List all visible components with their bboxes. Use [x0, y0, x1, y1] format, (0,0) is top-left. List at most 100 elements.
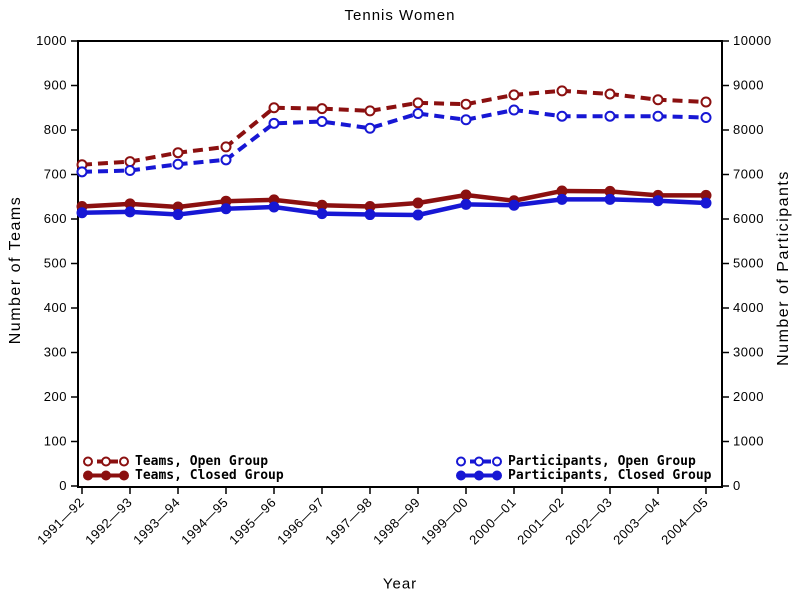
axis-tick-label: 2001—02	[514, 495, 567, 548]
legend-sample-marker	[101, 470, 111, 480]
legend-sample-marker	[474, 470, 484, 480]
axis-tick-label: 0	[733, 478, 741, 493]
series-marker-3	[556, 193, 568, 205]
axis-tick-label: 2000—01	[466, 495, 519, 548]
series-marker-3	[652, 195, 664, 207]
legend-sample-marker	[83, 470, 93, 480]
axis-tick-label: 1999—00	[418, 495, 471, 548]
axis-tick-label: 6000	[733, 211, 764, 226]
legend-row: Teams, Open Group	[82, 453, 284, 469]
series-marker-2	[364, 122, 376, 134]
legend-teams: Teams, Open Group Teams, Closed Group	[82, 453, 284, 483]
series-marker-3	[412, 209, 424, 221]
series-marker-0	[556, 85, 568, 97]
legend-label-participants-open: Participants, Open Group	[508, 453, 696, 469]
plot-frame	[77, 40, 723, 488]
legend-row: Teams, Closed Group	[82, 467, 284, 483]
series-marker-2	[652, 110, 664, 122]
series-marker-3	[172, 209, 184, 221]
series-marker-0	[124, 156, 136, 168]
legend-sample-marker	[474, 456, 484, 466]
axis-tick-label: 3000	[733, 345, 764, 360]
axis-tick-label: 5000	[733, 256, 764, 271]
legend-participants: Participants, Open Group Participants, C…	[455, 453, 712, 483]
series-marker-0	[700, 96, 712, 108]
axis-tick-label: 2004—05	[658, 495, 711, 548]
legend-sample-marker	[119, 470, 129, 480]
axis-tick-label: 10000	[733, 33, 772, 48]
axis-tick-label: 7000	[733, 167, 764, 182]
axis-tick-label: 800	[44, 122, 67, 137]
series-marker-1	[412, 197, 424, 209]
series-marker-2	[172, 158, 184, 170]
legend-label-teams-open: Teams, Open Group	[135, 453, 269, 469]
legend-sample-marker	[101, 456, 111, 466]
legend-sample-marker	[456, 470, 466, 480]
legend-sample-teams-open	[83, 456, 129, 466]
series-line-3	[81, 197, 707, 218]
series-marker-2	[220, 154, 232, 166]
series-marker-2	[316, 116, 328, 128]
legend-sample-marker	[119, 456, 129, 466]
axis-tick-label: 8000	[733, 122, 764, 137]
axis-tick-label: 1994—95	[178, 495, 231, 548]
series-line-1	[81, 188, 706, 210]
axis-tick-label: 100	[44, 434, 67, 449]
series-marker-0	[460, 98, 472, 110]
series-marker-3	[220, 203, 232, 215]
axis-tick-label: 300	[44, 345, 67, 360]
axis-tick-label: 0	[59, 478, 67, 493]
axis-tick-label: 2000	[733, 389, 764, 404]
series-marker-2	[268, 117, 280, 129]
axis-tick-label: 2003—04	[610, 495, 663, 548]
series-marker-2	[460, 114, 472, 126]
axis-tick-label: 1991—92	[34, 495, 87, 548]
axis-tick-label: 1000	[36, 33, 67, 48]
series-marker-3	[268, 201, 280, 213]
legend-sample-participants-open	[456, 456, 502, 466]
series-marker-0	[652, 94, 664, 106]
axis-tick-label: 200	[44, 389, 67, 404]
series-marker-0	[172, 147, 184, 159]
axis-tick-label: 1998—99	[370, 495, 423, 548]
legend-label-participants-closed: Participants, Closed Group	[508, 467, 712, 483]
legend-sample-marker	[492, 470, 502, 480]
axis-tick-label: 1993—94	[130, 495, 183, 548]
legend-sample-marker	[83, 456, 93, 466]
axis-tick-label: 1995—96	[226, 495, 279, 548]
axis-tick-label: 700	[44, 167, 67, 182]
series-marker-0	[508, 89, 520, 101]
axis-tick-label: 1996—97	[274, 495, 327, 548]
legend-label-teams-closed: Teams, Closed Group	[135, 467, 284, 483]
series-marker-0	[364, 105, 376, 117]
series-marker-2	[508, 104, 520, 116]
axis-tick-label: 1000	[733, 434, 764, 449]
series-marker-3	[316, 208, 328, 220]
legend-sample-marker	[456, 456, 466, 466]
axis-tick-label: 9000	[733, 78, 764, 93]
axis-tick-label: 400	[44, 300, 67, 315]
axis-tick-label: 600	[44, 211, 67, 226]
series-marker-2	[604, 110, 616, 122]
legend-sample-teams-closed	[83, 470, 129, 480]
series-marker-0	[268, 102, 280, 114]
series-line-0	[81, 88, 707, 167]
axis-tick-label: 500	[44, 256, 67, 271]
series-marker-3	[76, 207, 88, 219]
axis-tick-label: 1992—93	[82, 495, 135, 548]
legend-row: Participants, Open Group	[455, 453, 712, 469]
series-marker-3	[604, 193, 616, 205]
axis-tick-label: 1997—98	[322, 495, 375, 548]
series-marker-0	[220, 141, 232, 153]
legend-row: Participants, Closed Group	[455, 467, 712, 483]
series-marker-0	[604, 88, 616, 100]
series-marker-3	[364, 209, 376, 221]
series-marker-3	[124, 206, 136, 218]
series-marker-0	[412, 97, 424, 109]
series-marker-2	[76, 166, 88, 178]
axis-tick-label: 2002—03	[562, 495, 615, 548]
chart-title: Tennis Women	[344, 7, 456, 24]
axis-tick-label: 900	[44, 78, 67, 93]
